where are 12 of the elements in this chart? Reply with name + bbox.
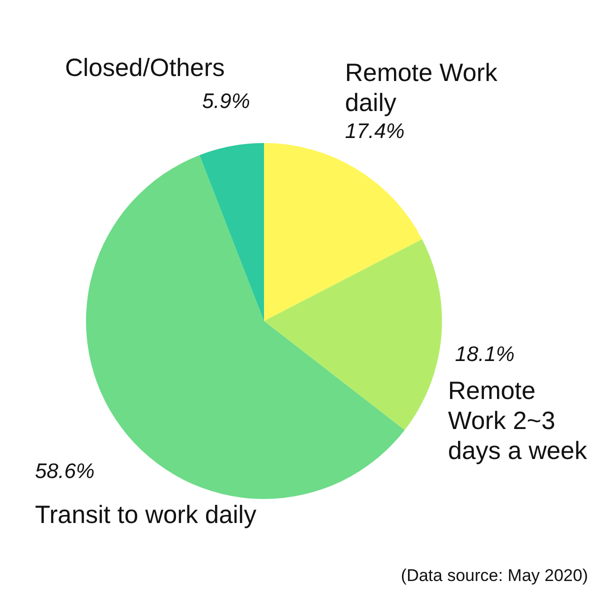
pie-slice xyxy=(200,143,264,321)
data-label: 58.6% xyxy=(35,460,96,484)
slice-label: Remote Work 2~3 days a week xyxy=(448,376,588,466)
pie-slice xyxy=(264,239,442,430)
data-label: 17.4% xyxy=(345,120,406,144)
data-label: 5.9% xyxy=(201,90,250,114)
slice-label: Transit to work daily xyxy=(35,500,258,530)
text: (Data source: May 2020) xyxy=(400,566,588,586)
slice-label: Remote Work daily xyxy=(345,58,498,118)
slice-label: Closed/Others xyxy=(65,53,226,83)
pie-slice xyxy=(264,143,422,321)
data-label: 18.1% xyxy=(455,343,516,367)
